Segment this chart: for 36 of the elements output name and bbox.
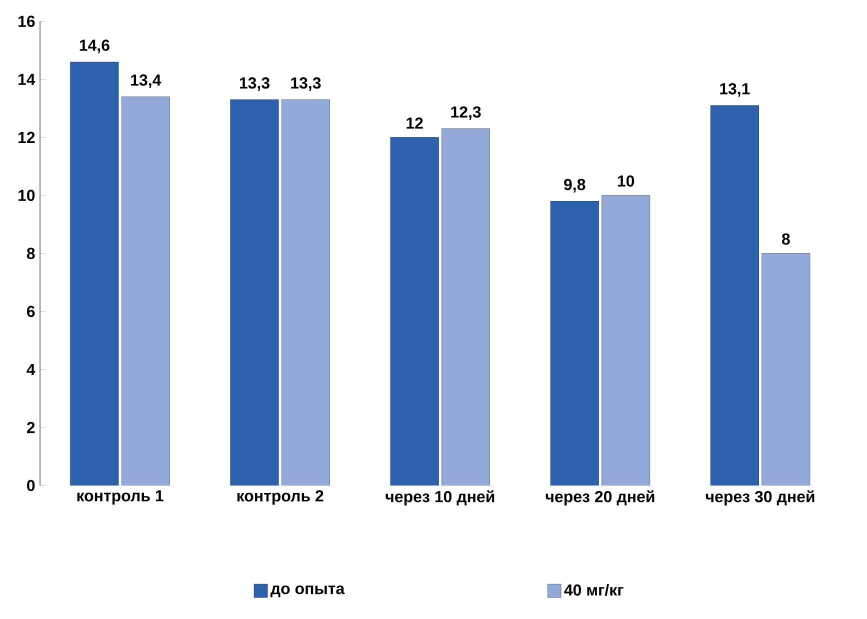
data-label: 8 xyxy=(782,233,790,245)
y-tick-label: 10 xyxy=(18,190,35,202)
bar xyxy=(121,96,170,486)
legend-label: до опыта xyxy=(270,585,345,598)
x-tick-label: через 30 дней xyxy=(706,490,814,506)
bar xyxy=(230,99,279,486)
x-tick-label: через 20 дней xyxy=(546,490,654,506)
data-label: 12 xyxy=(406,118,423,129)
y-tick-label: 6 xyxy=(26,306,35,318)
data-label: 13,4 xyxy=(131,74,162,88)
bar xyxy=(390,137,439,486)
y-tick-label: 8 xyxy=(26,248,35,260)
bar xyxy=(710,105,759,486)
bar xyxy=(70,62,119,486)
data-label: 13,3 xyxy=(291,77,321,91)
data-label: 10 xyxy=(618,175,634,187)
bar xyxy=(550,200,599,486)
bar xyxy=(442,128,490,486)
bar xyxy=(281,99,330,486)
x-tick-label: через 10 дней xyxy=(386,490,494,506)
y-tick-label: 4 xyxy=(26,364,36,376)
y-tick-label: 14 xyxy=(18,74,36,85)
y-tick-label: 2 xyxy=(26,422,35,434)
bar xyxy=(602,195,650,486)
data-label: 9,8 xyxy=(564,178,586,193)
bar xyxy=(762,253,810,486)
legend-label: 40 мг/кг xyxy=(564,584,624,596)
y-tick-label: 12 xyxy=(18,132,35,144)
data-label: 13,3 xyxy=(240,77,270,91)
x-tick-label: контроль 2 xyxy=(237,490,324,505)
data-label: 13,1 xyxy=(720,83,750,97)
y-tick-label: 0 xyxy=(27,480,35,492)
x-tick-label: контроль 1 xyxy=(77,490,164,505)
data-label: 12,3 xyxy=(451,106,481,120)
data-label: 14,6 xyxy=(80,40,110,54)
y-tick-label: 16 xyxy=(18,16,35,28)
